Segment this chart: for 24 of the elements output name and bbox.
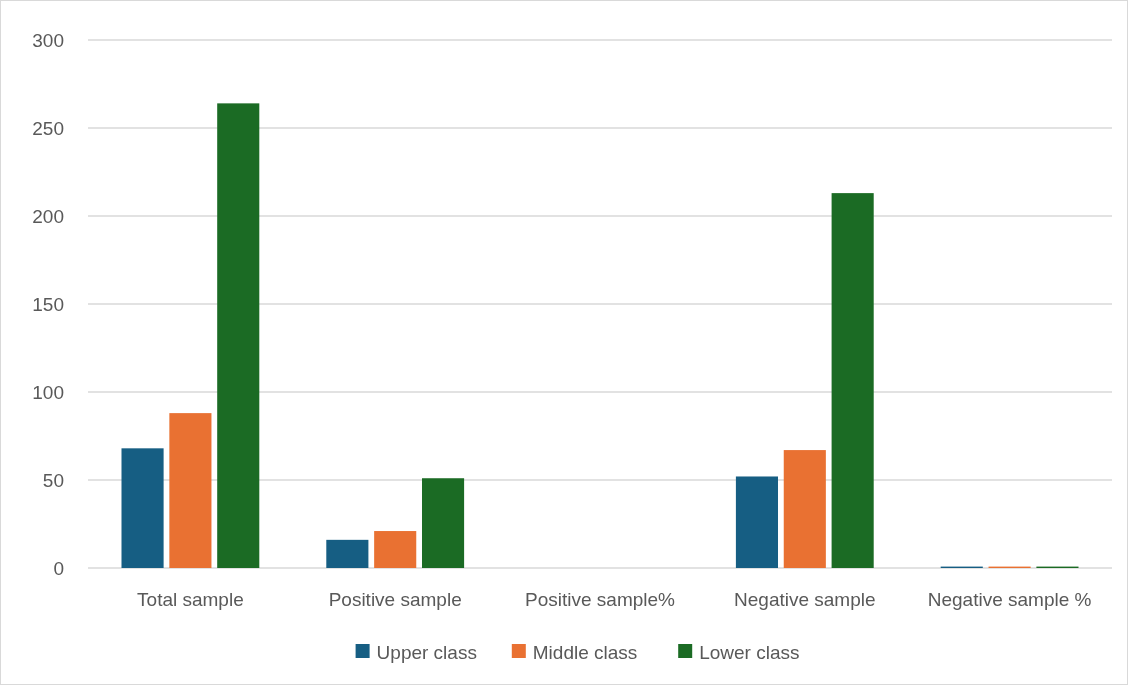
y-tick-label: 0 — [53, 557, 64, 579]
x-tick-label: Positive sample% — [525, 589, 676, 610]
bar — [217, 103, 260, 568]
bar — [169, 413, 212, 568]
legend-label: Lower class — [699, 641, 800, 663]
y-tick-label: 300 — [32, 29, 64, 51]
x-tick-label: Negative sample % — [927, 589, 1092, 610]
bar — [783, 450, 826, 568]
x-tick-label: Negative sample — [734, 589, 876, 610]
y-tick-label: 250 — [32, 117, 64, 139]
y-tick-label: 200 — [32, 205, 64, 227]
bar — [735, 476, 778, 568]
bar — [121, 448, 164, 568]
x-tick-label: Total sample — [137, 589, 244, 610]
y-tick-label: 50 — [42, 469, 64, 491]
legend-label: Upper class — [376, 641, 477, 663]
bar — [831, 193, 874, 568]
y-tick-label: 100 — [32, 381, 64, 403]
bar — [374, 531, 417, 568]
legend-label: Middle class — [532, 641, 638, 663]
y-tick-label: 150 — [32, 293, 64, 315]
x-tick-label: Positive sample — [328, 589, 462, 610]
bar — [326, 539, 369, 568]
bar — [422, 478, 465, 568]
